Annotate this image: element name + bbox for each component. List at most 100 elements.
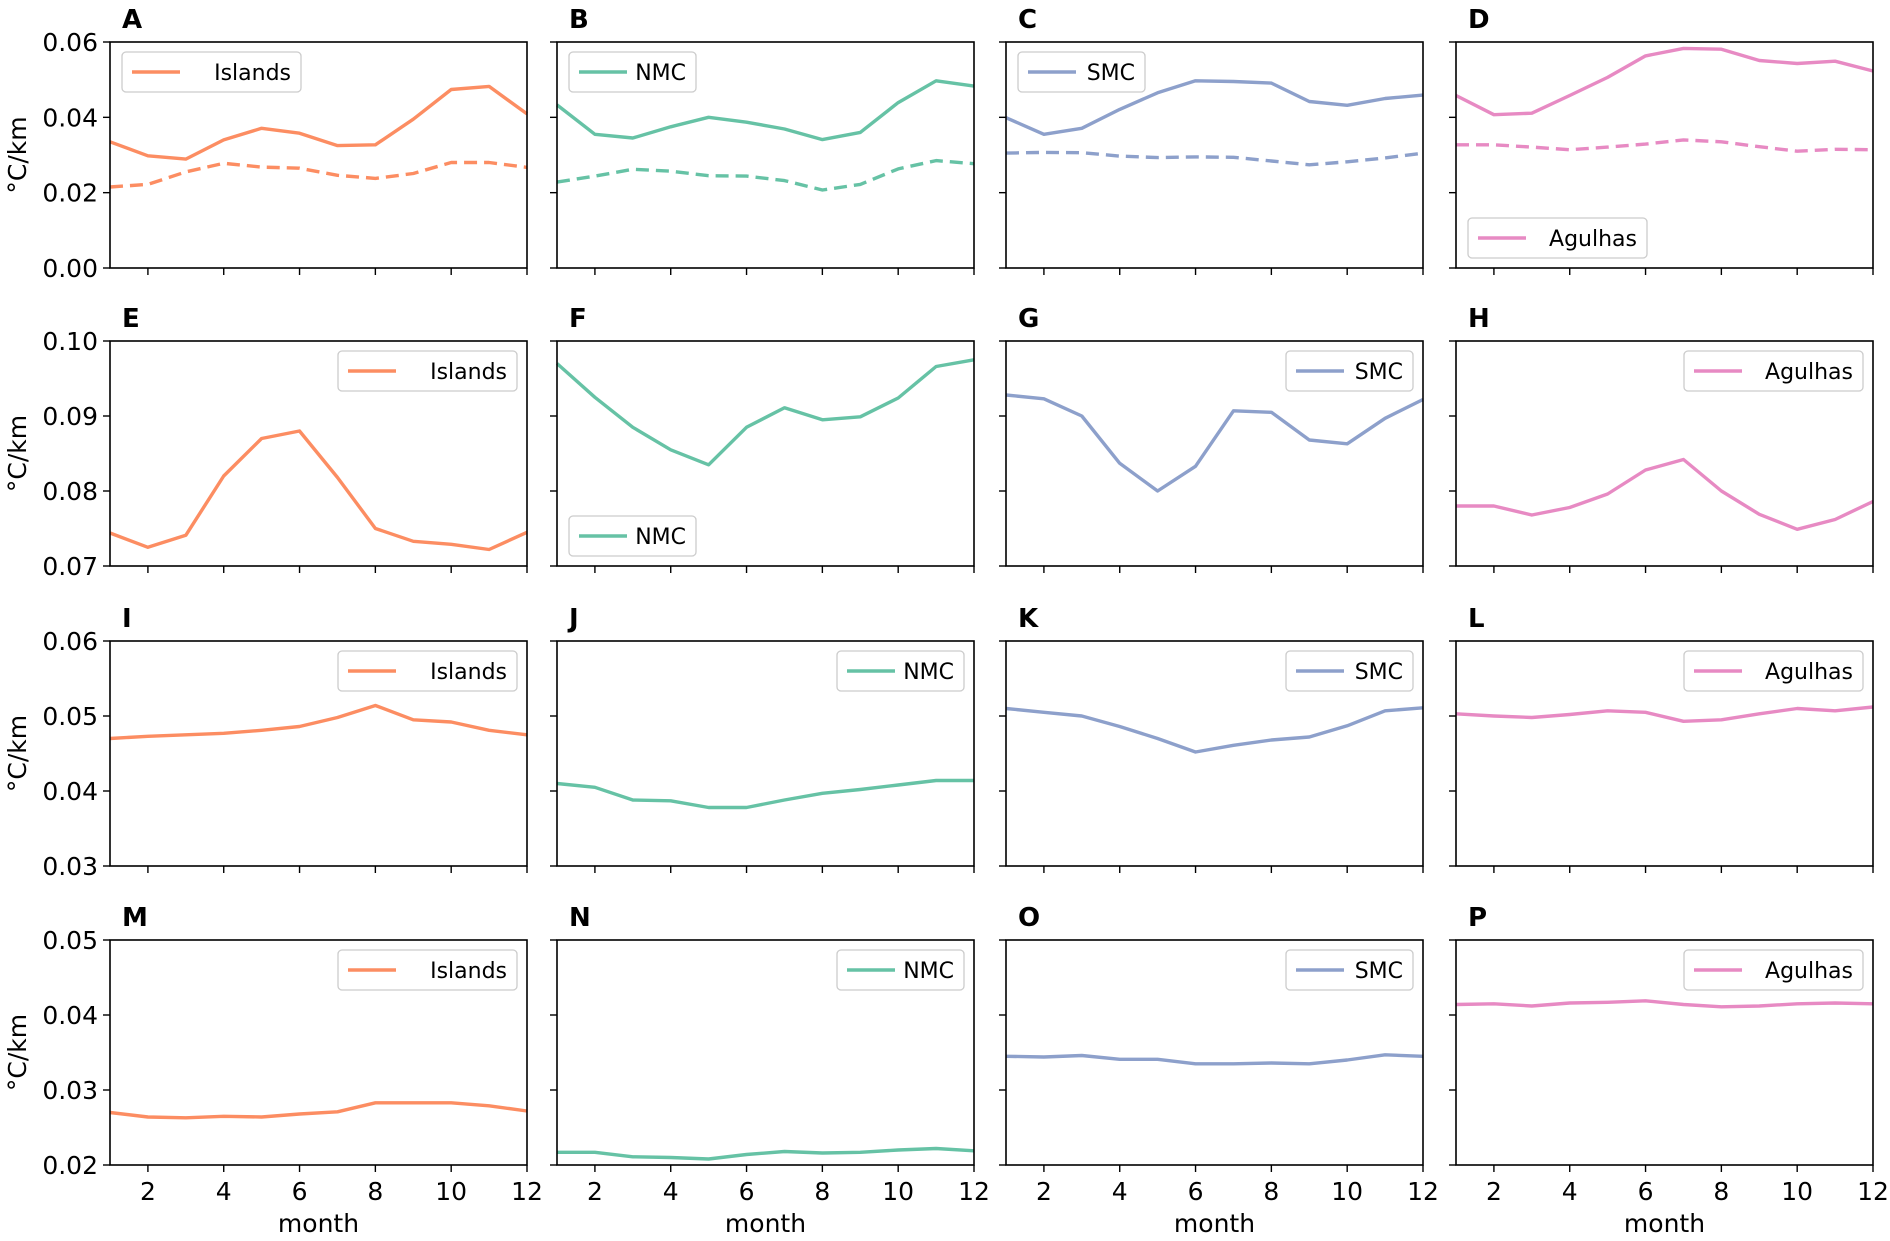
legend-d: Agulhas xyxy=(1467,217,1648,259)
panel-i: I 0.03 0.04 0.05 0.06 Islands xyxy=(42,604,528,881)
legend-label-i: Islands xyxy=(430,660,507,685)
legend-label-k: SMC xyxy=(1355,660,1403,685)
x-axis-title-col-4: month xyxy=(1624,1209,1705,1238)
panel-m: M 0.02 0.03 0.04 0.05 2 4 6 8 10 12 Islands xyxy=(42,903,543,1206)
panel-k: K SMC xyxy=(999,604,1424,873)
series-line-a-dashed xyxy=(109,160,528,189)
x-tick-label-o-3: 8 xyxy=(1263,1177,1279,1206)
axes-frame-m xyxy=(109,939,528,1166)
series-line-j-solid xyxy=(556,778,974,810)
legend-label-d: Agulhas xyxy=(1549,227,1637,252)
panel-letter-i: I xyxy=(122,604,132,634)
series-line-d-dashed xyxy=(1456,138,1874,153)
legend-box-a xyxy=(121,51,302,93)
panel-letter-g: G xyxy=(1018,304,1039,334)
series-line-h-solid xyxy=(1456,457,1874,531)
x-tick-label-o-1: 4 xyxy=(1112,1177,1128,1206)
x-tick-label-m-1: 4 xyxy=(216,1177,232,1206)
axes-frame-l xyxy=(1455,640,1874,867)
panel-letter-b: B xyxy=(569,5,589,35)
panel-d: D Agulhas xyxy=(1449,5,1874,275)
legend-e: Islands xyxy=(337,350,518,392)
panel-letter-l: L xyxy=(1468,604,1485,634)
legend-b: NMC xyxy=(568,51,697,93)
panel-letter-d: D xyxy=(1468,5,1490,35)
panel-e: E 0.07 0.08 0.09 0.10 Islands xyxy=(42,304,528,581)
panel-letter-h: H xyxy=(1468,304,1490,334)
panel-letter-e: E xyxy=(122,304,140,334)
y-tick-label-a-2: 0.04 xyxy=(42,103,98,132)
panel-c: C SMC xyxy=(999,5,1424,275)
y-tick-label-a-0: 0.00 xyxy=(42,254,98,283)
panel-p: P 2 4 6 8 10 12 Agulhas xyxy=(1449,903,1889,1206)
y-tick-label-e-1: 0.08 xyxy=(42,477,98,506)
y-tick-label-m-2: 0.04 xyxy=(42,1001,98,1030)
x-tick-label-m-0: 2 xyxy=(140,1177,156,1206)
x-tick-label-n-5: 12 xyxy=(958,1177,990,1206)
legend-o: SMC xyxy=(1285,949,1414,991)
y-tick-label-m-0: 0.02 xyxy=(42,1151,98,1180)
series-line-e-solid xyxy=(109,429,528,552)
legend-box-l xyxy=(1683,650,1864,692)
legend-box-d xyxy=(1467,217,1648,259)
series-line-n-solid xyxy=(557,1146,975,1161)
x-axis-title-col-1: month xyxy=(278,1209,359,1238)
legend-label-e: Islands xyxy=(430,360,507,385)
x-tick-label-m-2: 6 xyxy=(292,1177,308,1206)
x-axis-title-col-3: month xyxy=(1174,1209,1255,1238)
legend-label-a: Islands xyxy=(214,61,291,86)
x-tick-label-o-4: 10 xyxy=(1331,1177,1363,1206)
axes-frame-o xyxy=(1005,939,1424,1166)
legend-a: Islands xyxy=(121,51,302,93)
legend-h: Agulhas xyxy=(1683,350,1864,392)
legend-label-f: NMC xyxy=(635,525,686,550)
axes-frame-i xyxy=(109,640,528,867)
series-line-o-solid xyxy=(1005,1053,1424,1066)
x-tick-label-p-3: 8 xyxy=(1713,1177,1729,1206)
y-tick-label-i-1: 0.04 xyxy=(42,777,98,806)
axes-frame-h xyxy=(1455,340,1874,567)
axes-frame-a xyxy=(109,41,528,269)
legend-j: NMC xyxy=(836,650,965,692)
legend-label-n: NMC xyxy=(903,959,954,984)
panel-letter-f: F xyxy=(569,304,587,334)
y-tick-label-e-0: 0.07 xyxy=(42,552,98,581)
legend-m: Islands xyxy=(337,949,518,991)
x-tick-label-p-1: 4 xyxy=(1562,1177,1578,1206)
y-axis-title-row-1: °C/km xyxy=(3,116,32,193)
legend-box-p xyxy=(1683,949,1864,991)
axes-frame-e xyxy=(109,340,528,567)
legend-label-j: NMC xyxy=(903,660,954,685)
legend-box-i xyxy=(337,650,518,692)
legend-l: Agulhas xyxy=(1683,650,1864,692)
series-line-b-solid xyxy=(555,79,975,142)
panel-a: A 0.00 0.02 0.04 0.06 Islands xyxy=(42,5,528,283)
legend-box-c xyxy=(1017,51,1146,93)
series-line-b-dashed xyxy=(556,158,975,192)
x-tick-label-p-2: 6 xyxy=(1638,1177,1654,1206)
x-tick-label-m-4: 10 xyxy=(435,1177,467,1206)
x-tick-label-o-5: 12 xyxy=(1407,1177,1439,1206)
legend-box-j xyxy=(836,650,965,692)
y-tick-label-a-3: 0.06 xyxy=(42,28,98,57)
x-tick-label-p-4: 10 xyxy=(1781,1177,1813,1206)
legend-label-g: SMC xyxy=(1355,360,1403,385)
x-tick-label-o-2: 6 xyxy=(1188,1177,1204,1206)
axes-frame-f xyxy=(556,340,975,567)
axes-frame-k xyxy=(1005,640,1424,867)
panel-h: H Agulhas xyxy=(1449,304,1874,573)
panel-o: O 2 4 6 8 10 12 SMC xyxy=(999,903,1439,1206)
legend-n: NMC xyxy=(836,949,965,991)
x-tick-label-m-3: 8 xyxy=(367,1177,383,1206)
axes-frame-j xyxy=(556,640,975,867)
legend-label-l: Agulhas xyxy=(1765,660,1853,685)
axes-frame-c xyxy=(1005,41,1424,269)
legend-p: Agulhas xyxy=(1683,949,1864,991)
y-tick-label-e-2: 0.09 xyxy=(42,402,98,431)
series-line-k-solid xyxy=(1005,706,1424,754)
y-tick-label-m-3: 0.05 xyxy=(42,926,98,955)
y-axis-title-row-4: °C/km xyxy=(3,1014,32,1091)
series-line-c-solid xyxy=(1005,79,1424,137)
legend-k: SMC xyxy=(1285,650,1414,692)
